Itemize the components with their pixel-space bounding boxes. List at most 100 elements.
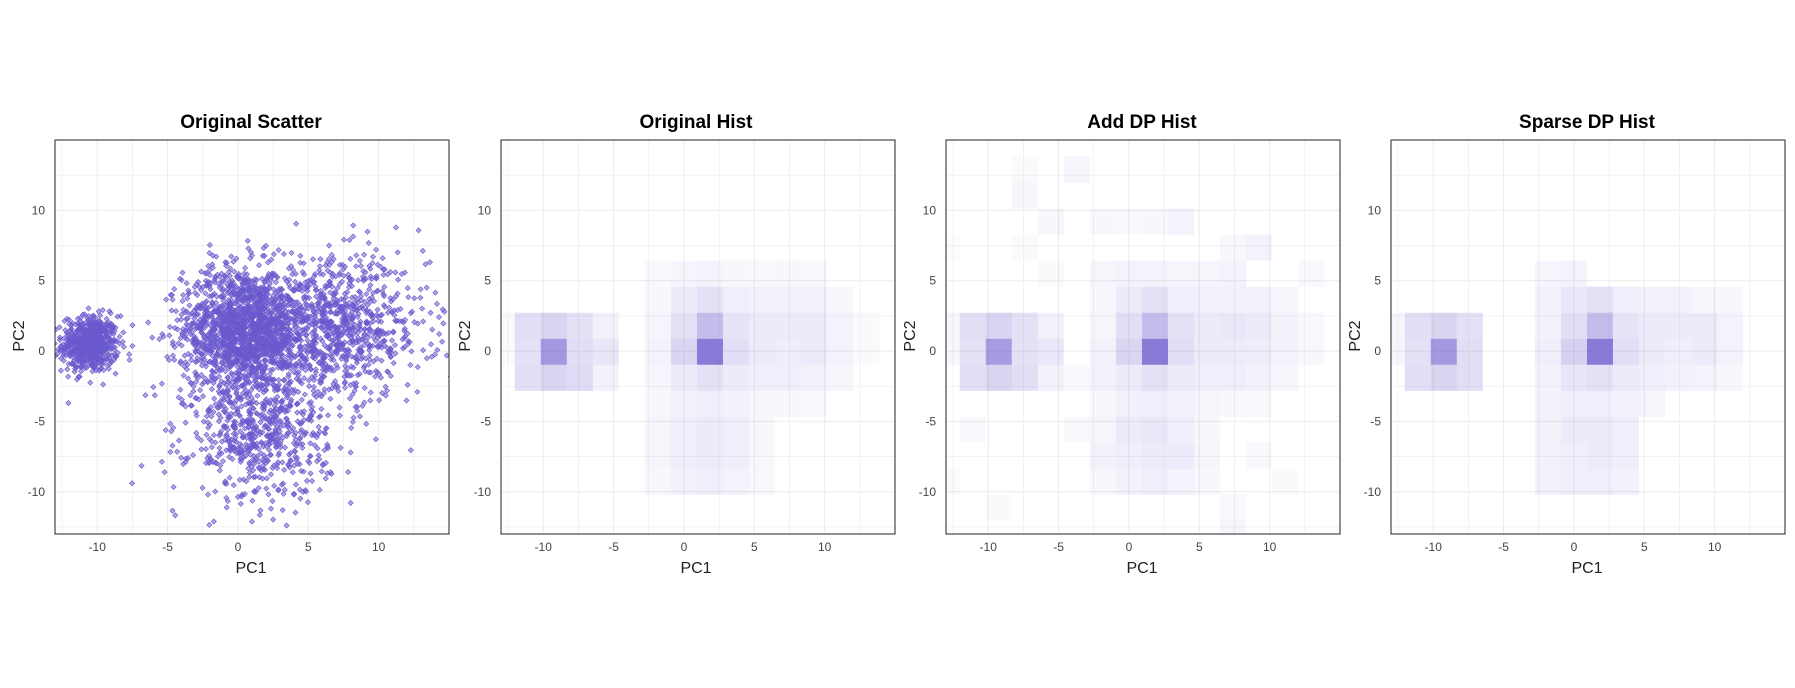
scatter-point bbox=[339, 342, 346, 349]
heatmap-cell bbox=[1115, 442, 1142, 469]
scatter-point bbox=[207, 328, 214, 335]
scatter-point bbox=[286, 352, 293, 359]
scatter-point bbox=[382, 392, 389, 399]
scatter-point bbox=[245, 245, 252, 252]
scatter-point bbox=[327, 302, 334, 309]
heatmap-cell bbox=[934, 235, 960, 261]
heatmap-cell bbox=[1534, 390, 1561, 417]
scatter-point bbox=[422, 261, 429, 268]
scatter-point bbox=[198, 268, 205, 275]
scatter-point bbox=[427, 309, 434, 316]
x-tick-label: 0 bbox=[681, 540, 688, 554]
scatter-point bbox=[262, 339, 269, 346]
scatter-point bbox=[211, 331, 218, 338]
scatter-point bbox=[387, 346, 394, 353]
scatter-point bbox=[220, 286, 227, 293]
scatter-point bbox=[73, 348, 80, 355]
scatter-point bbox=[120, 343, 127, 350]
heatmap-cell bbox=[853, 313, 879, 339]
heatmap-cell bbox=[1063, 416, 1090, 443]
scatter-point bbox=[266, 446, 273, 453]
heatmap-cell bbox=[670, 338, 697, 365]
scatter-point bbox=[320, 355, 327, 362]
scatter-point bbox=[308, 301, 315, 308]
panel-original-hist: Original Hist -10 -5 0 5 10 -10 -5 0 5 10 PC1 PC2 bbox=[457, 112, 896, 577]
scatter-point bbox=[246, 306, 253, 313]
heatmap-cell bbox=[1037, 312, 1064, 339]
scatter-point bbox=[312, 369, 319, 376]
scatter-point bbox=[233, 357, 240, 364]
scatter-point bbox=[171, 324, 178, 332]
scatter-point bbox=[87, 326, 94, 333]
scatter-point bbox=[257, 304, 264, 311]
y-tick-label: -10 bbox=[1364, 485, 1382, 499]
scatter-point bbox=[366, 344, 373, 351]
heatmap-cell bbox=[592, 312, 619, 339]
heatmap-cell bbox=[1639, 286, 1666, 313]
y-tick-label: 10 bbox=[1368, 203, 1382, 217]
scatter-point bbox=[193, 281, 200, 288]
scatter-point bbox=[67, 336, 74, 343]
scatter-point bbox=[297, 331, 304, 338]
scatter-point bbox=[72, 321, 79, 328]
scatter-point bbox=[111, 356, 118, 363]
heatmap-cell bbox=[722, 468, 750, 495]
scatter-point bbox=[343, 301, 350, 308]
heatmap-cell bbox=[985, 312, 1012, 339]
scatter-point bbox=[373, 275, 380, 282]
scatter-point bbox=[238, 352, 245, 360]
heatmap-cell bbox=[1167, 364, 1195, 391]
scatter-point bbox=[399, 336, 406, 343]
scatter-point bbox=[327, 269, 334, 276]
scatter-point bbox=[330, 329, 337, 336]
scatter-point bbox=[395, 276, 402, 283]
y-tick-label: -10 bbox=[474, 485, 492, 499]
heatmap-cell bbox=[1141, 208, 1168, 235]
scatter-point bbox=[426, 259, 433, 266]
scatter-point bbox=[404, 285, 411, 292]
scatter-point bbox=[82, 346, 89, 353]
scatter-point bbox=[185, 350, 192, 357]
scatter-point bbox=[268, 256, 275, 263]
heatmap-cell bbox=[670, 312, 697, 339]
scatter-point bbox=[378, 344, 385, 351]
heatmap-cell bbox=[1612, 286, 1640, 313]
scatter-point bbox=[266, 370, 273, 377]
scatter-point bbox=[362, 269, 369, 276]
scatter-point bbox=[241, 305, 248, 313]
scatter-point bbox=[278, 364, 285, 371]
x-tick-label: -5 bbox=[162, 540, 173, 554]
scatter-point bbox=[427, 341, 435, 348]
scatter-point bbox=[441, 308, 448, 315]
scatter-point bbox=[163, 296, 170, 303]
scatter-point bbox=[317, 348, 324, 355]
scatter-point bbox=[114, 349, 121, 356]
scatter-point bbox=[271, 306, 278, 313]
scatter-point bbox=[375, 318, 382, 325]
scatter-point bbox=[384, 368, 391, 375]
scatter-point bbox=[204, 379, 211, 386]
scatter-point bbox=[194, 311, 201, 318]
scatter-point bbox=[304, 325, 311, 332]
scatter-point bbox=[95, 343, 102, 350]
y-tick-label: 10 bbox=[923, 203, 937, 217]
scatter-point bbox=[371, 298, 378, 305]
plot-area: -10 -5 0 5 10 -10 -5 0 5 10 bbox=[919, 139, 1341, 554]
heatmap-cell bbox=[1691, 338, 1718, 365]
scatter-point bbox=[243, 335, 250, 342]
scatter-point bbox=[64, 330, 71, 337]
scatter-point bbox=[220, 363, 227, 370]
heatmap-cell bbox=[644, 390, 671, 417]
heatmap-cell bbox=[670, 442, 697, 469]
scatter-point bbox=[392, 269, 399, 276]
scatter-point bbox=[388, 337, 395, 344]
scatter-point bbox=[220, 297, 227, 304]
scatter-point bbox=[405, 294, 412, 301]
scatter-point bbox=[286, 276, 293, 283]
scatter-point bbox=[439, 338, 446, 345]
scatter-point bbox=[324, 331, 331, 338]
scatter-point bbox=[65, 400, 72, 407]
heatmap-cell bbox=[959, 416, 986, 443]
heatmap-cell bbox=[722, 390, 750, 417]
scatter-point bbox=[266, 324, 273, 331]
